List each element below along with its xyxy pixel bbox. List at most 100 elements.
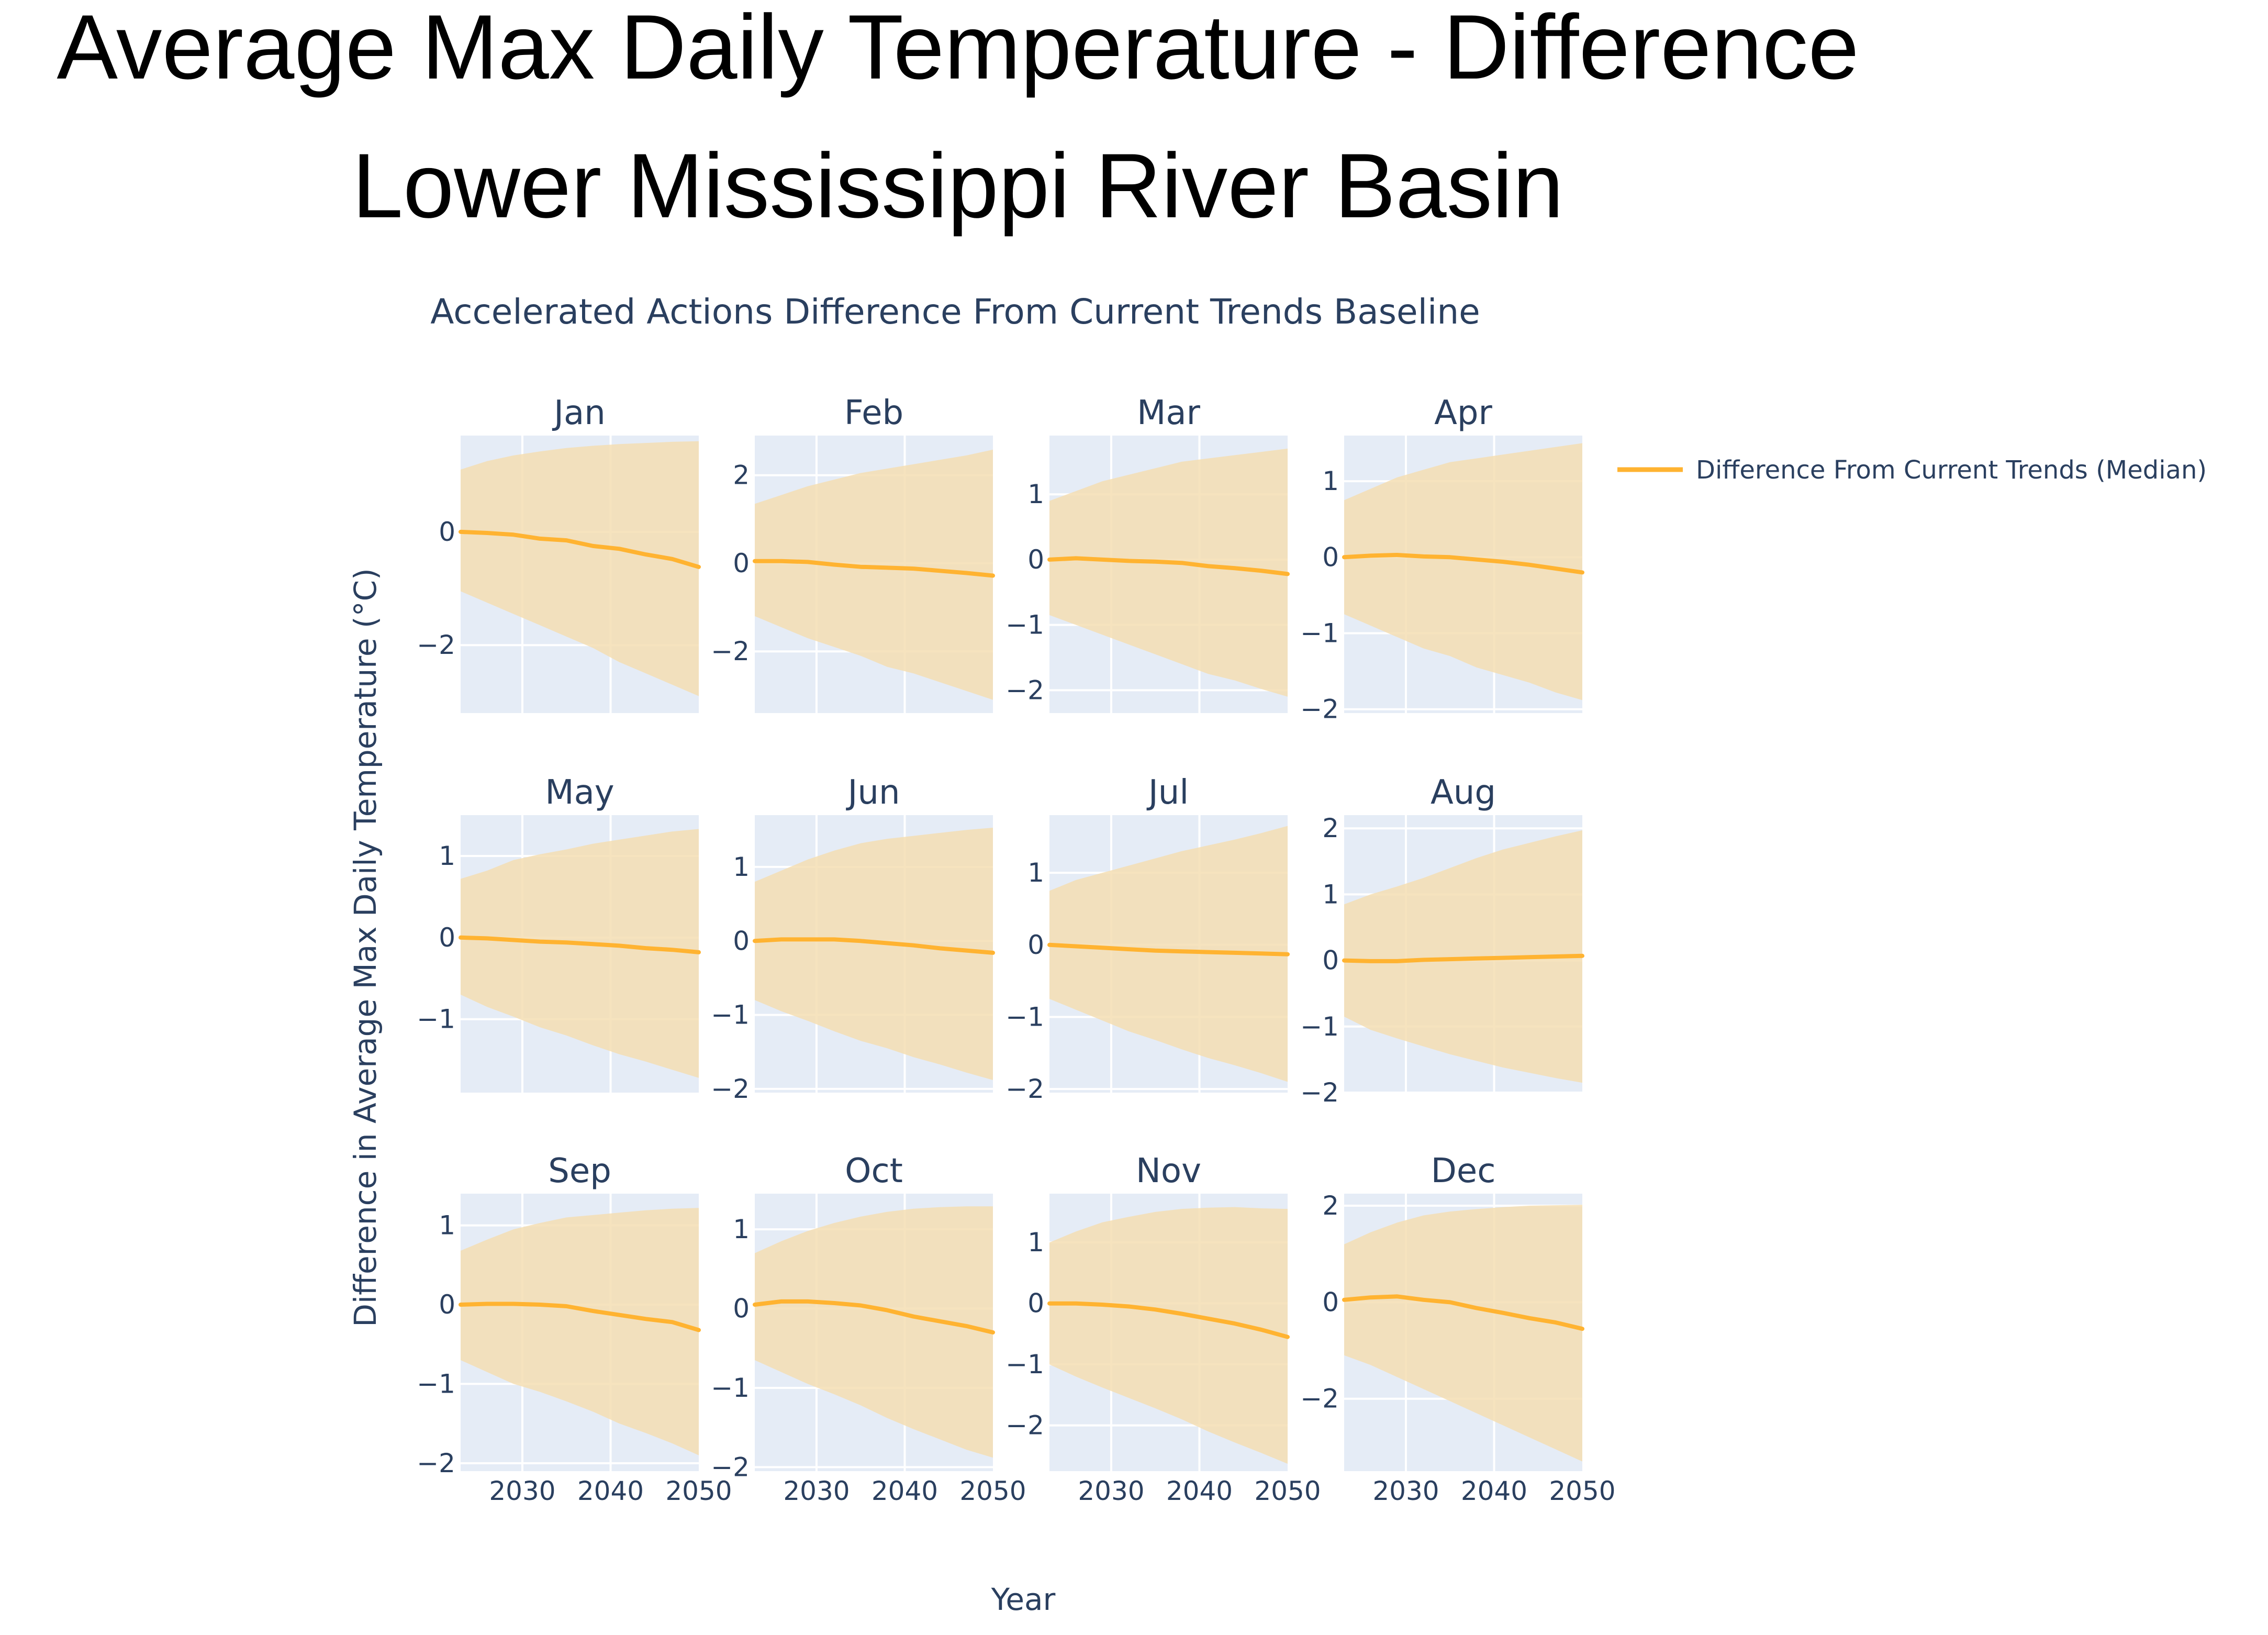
y-tick-label: −1	[711, 1373, 750, 1403]
y-tick-label: −2	[1005, 1410, 1044, 1441]
y-tick-label: −1	[1300, 618, 1339, 649]
y-tick-label: 1	[733, 852, 750, 882]
median-line	[459, 935, 701, 954]
median-line	[1342, 1294, 1584, 1331]
range-band	[461, 829, 699, 1078]
y-tick-label: −2	[1005, 675, 1044, 705]
median-line	[753, 559, 995, 578]
panel-sep: Sep −2 −1 0 1 2030 2040 2050	[417, 1152, 732, 1506]
x-tick-label: 2030	[1372, 1476, 1439, 1506]
range-band	[461, 1208, 699, 1455]
median-line	[1047, 556, 1290, 576]
panel-title: Jul	[1146, 773, 1189, 812]
x-tick-label: 2050	[1254, 1476, 1321, 1506]
y-tick-label: 0	[1322, 1287, 1339, 1317]
range-band	[755, 449, 993, 700]
y-tick-label: 0	[1322, 542, 1339, 572]
chart-subtitle: Accelerated Actions Difference From Curr…	[430, 292, 1480, 332]
y-tick-label: 0	[439, 1289, 455, 1320]
y-tick-label: 0	[1027, 544, 1044, 575]
legend-label: Difference From Current Trends (Median)	[1696, 455, 2207, 485]
panel-title: Oct	[845, 1152, 903, 1191]
y-tick-label: 2	[1322, 1191, 1339, 1221]
y-tick-label: −2	[1005, 1074, 1044, 1104]
y-tick-label: −1	[1005, 1002, 1044, 1032]
median-line	[459, 1302, 701, 1332]
y-tick-label: 0	[733, 548, 750, 579]
y-tick-label: −1	[417, 1004, 455, 1035]
y-tick-label: 0	[1322, 946, 1339, 976]
y-tick-label: 1	[1027, 1227, 1044, 1258]
x-tick-label: 2040	[577, 1476, 644, 1506]
y-tick-label: −2	[417, 1448, 455, 1478]
legend: Difference From Current Trends (Median)	[1617, 455, 2207, 485]
panel-aug: Aug −2 −1 0 1 2	[1300, 773, 1584, 1108]
y-tick-label: −2	[711, 1074, 750, 1104]
panel-title: May	[545, 773, 614, 812]
x-tick-label: 2050	[959, 1476, 1026, 1506]
y-tick-label: 1	[439, 1210, 455, 1241]
y-tick-label: −2	[1300, 694, 1339, 725]
y-tick-label: 1	[439, 841, 455, 871]
panel-nov: Nov −2 −1 0 1 2030 2040 2050	[1005, 1152, 1321, 1506]
range-band	[1049, 448, 1288, 697]
y-tick-label: 1	[1027, 479, 1044, 509]
panel-title: Apr	[1434, 394, 1492, 432]
x-axis-label: Year	[991, 1582, 1056, 1617]
y-tick-label: −1	[1300, 1011, 1339, 1042]
y-tick-label: −2	[417, 630, 455, 660]
x-tick-label: 2040	[872, 1476, 938, 1506]
y-tick-label: −2	[711, 636, 750, 666]
panel-jun: Jun −2 −1 0 1	[711, 773, 995, 1104]
y-axis-label: Difference in Average Max Daily Temperat…	[348, 568, 383, 1327]
panel-jan: Jan −2 0	[417, 394, 701, 713]
panel-title: Aug	[1431, 773, 1496, 812]
y-tick-label: 0	[1027, 930, 1044, 960]
x-tick-label: 2050	[665, 1476, 732, 1506]
y-tick-label: −1	[417, 1369, 455, 1399]
y-tick-label: −2	[711, 1452, 750, 1482]
y-tick-label: 1	[1322, 466, 1339, 496]
y-tick-label: 1	[1322, 879, 1339, 909]
median-line	[459, 529, 701, 569]
y-tick-label: 0	[1027, 1288, 1044, 1319]
range-band	[1344, 1205, 1582, 1462]
y-tick-label: −2	[1300, 1384, 1339, 1414]
panel-may: May −1 0 1	[417, 773, 701, 1093]
median-line	[1342, 953, 1584, 963]
y-tick-label: 0	[733, 1294, 750, 1324]
range-band	[755, 1206, 993, 1458]
panel-feb: Feb −2 0 2	[711, 394, 995, 713]
panel-oct: Oct −2 −1 0 1 2030 2040 2050	[711, 1152, 1026, 1506]
y-tick-label: −1	[1005, 1349, 1044, 1380]
median-line	[1342, 553, 1584, 575]
range-band	[461, 441, 699, 696]
panel-apr: Apr −2 −1 0 1	[1300, 394, 1584, 725]
panel-title: Nov	[1136, 1152, 1201, 1191]
panel-title: Dec	[1431, 1152, 1496, 1191]
y-tick-label: 1	[733, 1214, 750, 1244]
median-line	[1047, 942, 1290, 956]
x-tick-label: 2040	[1461, 1476, 1527, 1506]
y-tick-label: 0	[733, 926, 750, 956]
median-line	[753, 937, 995, 955]
x-tick-label: 2030	[489, 1476, 555, 1506]
y-tick-label: 2	[1322, 813, 1339, 843]
range-band	[755, 828, 993, 1080]
y-tick-label: 1	[1027, 858, 1044, 888]
median-line	[1047, 1301, 1290, 1339]
y-tick-label: 0	[439, 517, 455, 547]
x-tick-label: 2040	[1166, 1476, 1233, 1506]
panel-title: Jan	[552, 394, 606, 432]
panel-title: Feb	[844, 394, 903, 432]
x-tick-label: 2030	[1078, 1476, 1144, 1506]
y-tick-label: −2	[1300, 1077, 1339, 1108]
chart-title-line-2: Lower Mississippi River Basin	[352, 135, 1564, 237]
median-line	[753, 1299, 995, 1334]
range-band	[1344, 443, 1582, 700]
range-band	[1049, 826, 1288, 1082]
range-band	[1344, 830, 1582, 1083]
y-tick-label: −1	[711, 1000, 750, 1030]
y-tick-label: 0	[439, 922, 455, 953]
